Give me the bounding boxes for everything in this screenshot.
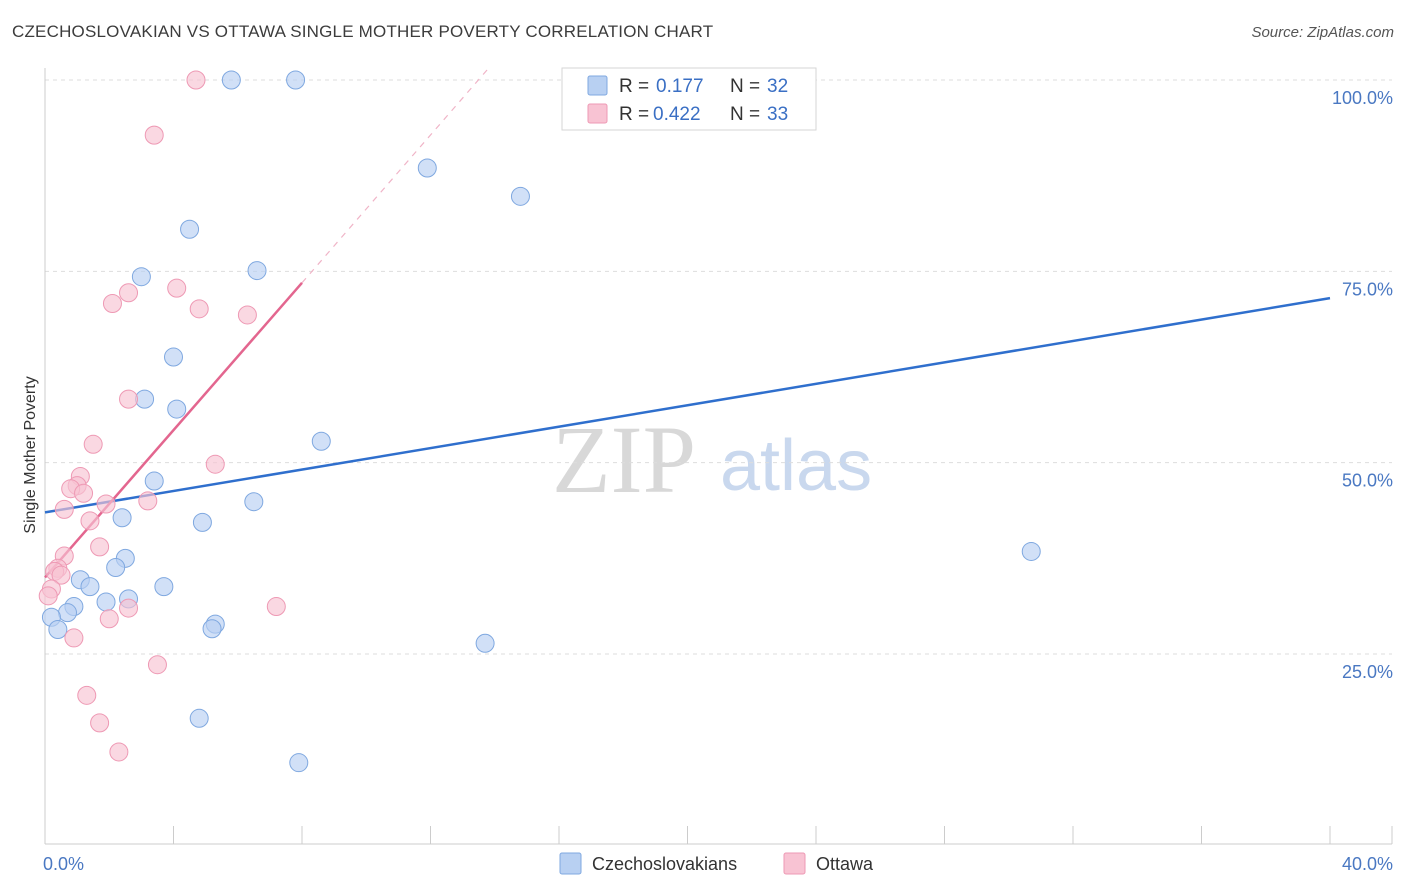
point-ottawa	[189, 299, 209, 319]
point-czechoslovakians	[192, 512, 212, 532]
point-czechoslovakians	[180, 219, 200, 239]
point-czechoslovakians	[1021, 541, 1041, 561]
point-ottawa	[54, 499, 74, 519]
point-ottawa	[119, 283, 139, 303]
point-ottawa	[186, 70, 206, 90]
point-czechoslovakians	[48, 620, 68, 640]
point-ottawa	[147, 655, 167, 675]
y-tick-label: 25.0%	[1342, 662, 1393, 682]
point-ottawa	[80, 511, 100, 531]
point-czechoslovakians	[189, 708, 209, 728]
axes	[44, 68, 1393, 845]
point-ottawa	[74, 483, 94, 503]
legend-n-value: 32	[767, 76, 788, 97]
watermark: ZIP atlas	[552, 406, 872, 513]
data-points	[38, 70, 1041, 773]
point-czechoslovakians	[57, 603, 77, 623]
legend-swatch-blue	[587, 75, 608, 96]
y-axis-label: Single Mother Poverty	[22, 376, 39, 533]
legend-bottom: Czechoslovakians Ottawa	[559, 852, 874, 875]
point-czechoslovakians	[311, 431, 331, 451]
point-ottawa	[119, 389, 139, 409]
point-czechoslovakians	[164, 347, 183, 367]
legend-swatch-ottawa	[783, 852, 806, 875]
point-ottawa	[205, 454, 225, 474]
point-ottawa	[90, 537, 110, 557]
point-czechoslovakians	[135, 389, 155, 409]
point-ottawa	[99, 609, 119, 629]
chart-title: CZECHOSLOVAKIAN VS OTTAWA SINGLE MOTHER …	[12, 22, 714, 41]
point-czechoslovakians	[112, 508, 132, 528]
watermark-zip: ZIP	[552, 406, 696, 513]
point-czechoslovakians	[106, 558, 126, 578]
legend-swatch-czechoslovakians	[559, 852, 582, 875]
legend-r-label: R =	[619, 104, 649, 125]
point-czechoslovakians	[202, 619, 222, 639]
grid	[45, 79, 1392, 655]
point-ottawa	[109, 742, 129, 762]
point-ottawa	[144, 125, 164, 145]
point-czechoslovakians	[221, 70, 241, 90]
x-tick-label: 40.0%	[1342, 854, 1393, 874]
y-tick-label: 75.0%	[1342, 279, 1393, 299]
legend-r-value: 0.422	[653, 104, 701, 125]
point-ottawa	[64, 628, 84, 648]
legend-n-label: N =	[730, 104, 760, 125]
legend-label-czechoslovakians: Czechoslovakians	[592, 854, 737, 874]
legend-n-label: N =	[730, 76, 760, 97]
legend-r-label: R =	[619, 76, 649, 97]
point-czechoslovakians	[417, 158, 437, 178]
point-ottawa	[266, 597, 286, 617]
watermark-atlas: atlas	[720, 426, 872, 506]
point-czechoslovakians	[286, 70, 306, 90]
trend-line-ottawa	[44, 281, 303, 579]
point-ottawa	[119, 598, 139, 618]
point-ottawa	[102, 293, 122, 313]
point-czechoslovakians	[131, 267, 151, 287]
legend-swatch-pink	[587, 103, 608, 124]
point-czechoslovakians	[96, 592, 116, 612]
point-ottawa	[237, 305, 257, 325]
x-tick-labels: 0.0% 40.0%	[43, 854, 1393, 874]
point-czechoslovakians	[144, 471, 164, 491]
point-ottawa	[38, 586, 58, 606]
legend-n-value: 33	[767, 104, 788, 125]
point-czechoslovakians	[289, 753, 309, 773]
y-tick-labels: 25.0% 50.0% 75.0% 100.0%	[1332, 88, 1393, 682]
point-ottawa	[90, 713, 110, 733]
point-ottawa	[96, 494, 116, 514]
point-czechoslovakians	[167, 399, 187, 419]
point-czechoslovakians	[80, 577, 100, 597]
point-czechoslovakians	[247, 261, 267, 281]
point-czechoslovakians	[154, 577, 174, 597]
point-ottawa	[138, 491, 158, 511]
trend-line-czechoslovakians	[44, 296, 1331, 514]
point-ottawa	[167, 278, 187, 298]
y-tick-label: 50.0%	[1342, 471, 1393, 491]
x-tick-label: 0.0%	[43, 854, 84, 874]
point-czechoslovakians	[510, 186, 530, 206]
y-tick-label: 100.0%	[1332, 88, 1393, 108]
legend-top: R = 0.177 N = 32 R = 0.422 N = 33	[561, 67, 817, 131]
trend-extension-ottawa	[301, 68, 489, 284]
point-ottawa	[51, 565, 71, 585]
legend-label-ottawa: Ottawa	[816, 854, 874, 874]
point-czechoslovakians	[244, 492, 264, 512]
source-label: Source: ZipAtlas.com	[1251, 24, 1394, 41]
point-ottawa	[77, 685, 97, 705]
point-czechoslovakians	[475, 633, 495, 653]
point-ottawa	[83, 434, 103, 454]
legend-r-value: 0.177	[656, 76, 704, 97]
